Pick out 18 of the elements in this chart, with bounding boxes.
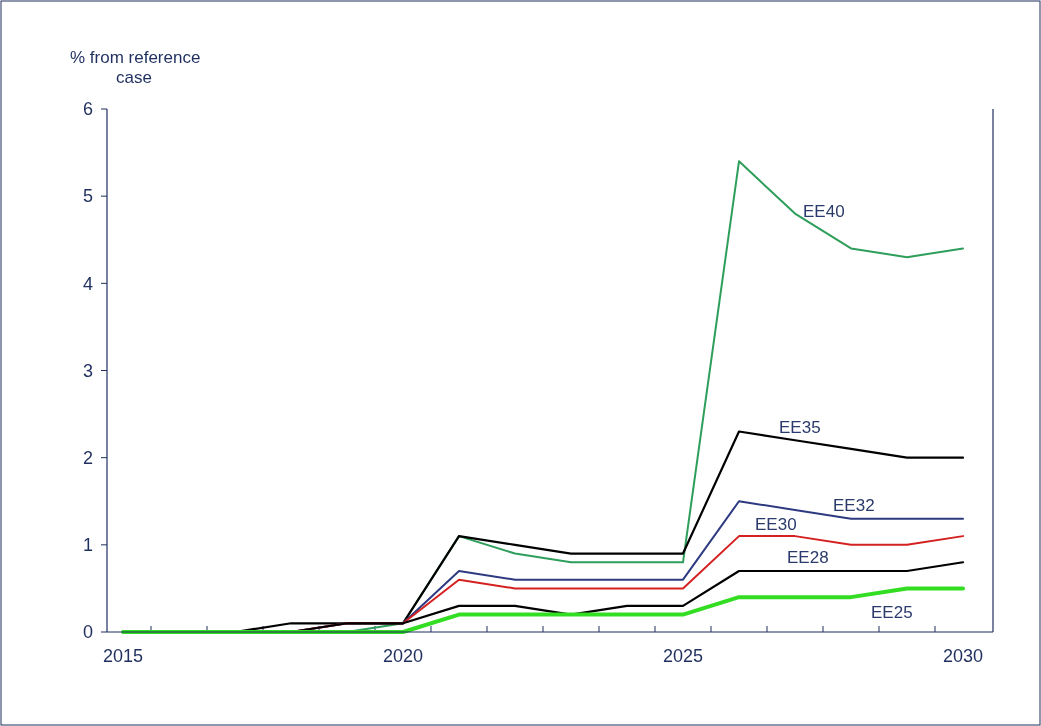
y-tick-label: 0 [82,622,93,643]
series-label: EE35 [779,418,821,438]
x-tick-label: 2030 [942,646,984,666]
series-label: EE32 [833,495,875,515]
y-tick-label: 1 [82,535,93,556]
y-tick-label: 6 [82,99,93,120]
y-tick-label: 4 [82,273,93,294]
x-tick-label: 2015 [102,646,144,666]
series-label: EE25 [871,603,913,623]
x-tick-label: 2025 [662,646,704,666]
y-axis-title: % from reference case [70,48,201,87]
y-tick-label: 5 [82,186,93,207]
series-label: EE30 [755,515,797,535]
series-label: EE40 [803,201,845,221]
x-tick-label: 2020 [382,646,424,666]
y-tick-label: 3 [82,360,93,381]
y-tick-label: 2 [82,447,93,468]
series-label: EE28 [787,547,829,567]
